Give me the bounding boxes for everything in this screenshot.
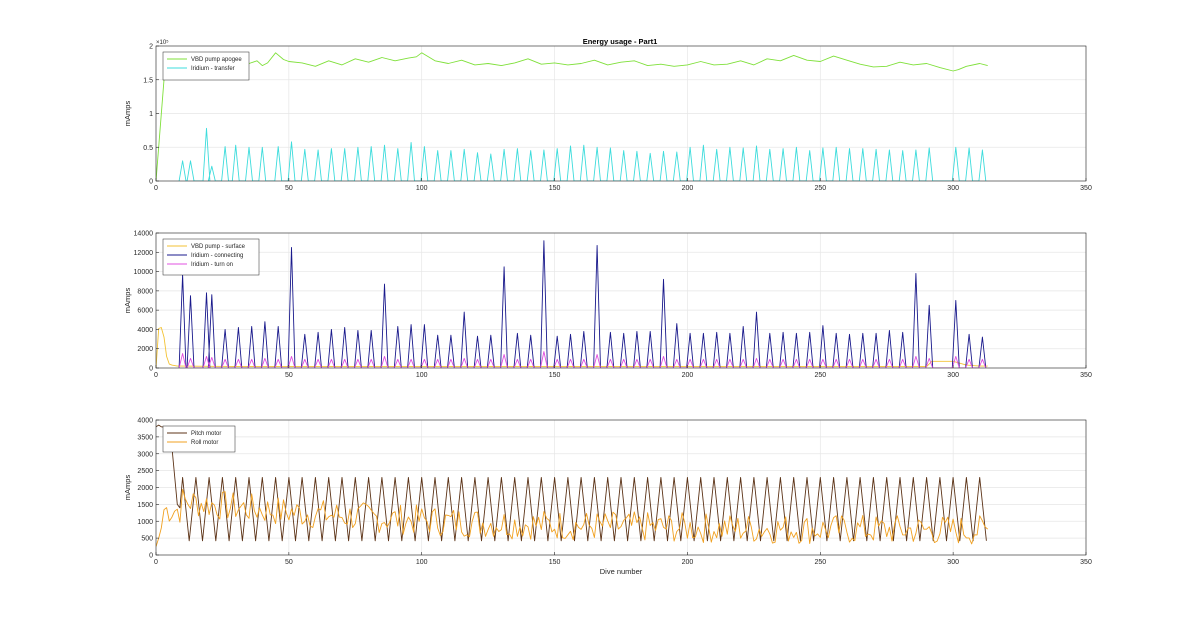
y-tick-label: 1 <box>149 111 153 118</box>
x-tick-label: 0 <box>154 372 158 379</box>
y-tick-label: 4000 <box>137 327 153 334</box>
series-line-iridium-connecting <box>178 240 987 368</box>
legend: VBD pump apogee Iridium - transfer <box>162 51 250 81</box>
series-line-iridium-turn-on <box>178 351 987 368</box>
y-tick-label: 2 <box>149 44 153 51</box>
legend-entry: Iridium - transfer <box>191 66 235 72</box>
x-tick-label: 350 <box>1080 559 1092 566</box>
y-tick-label: 1.5 <box>143 77 153 84</box>
y-tick-label: 0 <box>149 179 153 186</box>
legend-box <box>162 51 250 81</box>
legend-entry: Roll motor <box>191 440 218 446</box>
panel-surface-connecting: 0 50 100 150 200 250 300 350 0 2000 4000 6000 8000 10… <box>123 231 1092 380</box>
series-group <box>156 424 988 547</box>
x-tick-label: 150 <box>549 372 561 379</box>
legend-entry: VBD pump - surface <box>191 244 246 250</box>
y-tick-label: 4000 <box>137 418 153 425</box>
y-axis-label: mAmps <box>123 101 132 127</box>
x-tick-label: 200 <box>682 372 694 379</box>
x-tick-label: 150 <box>549 185 561 192</box>
y-tick-label: 0.5 <box>143 145 153 152</box>
y-tick-label: 12000 <box>134 250 154 257</box>
x-tick-label: 300 <box>947 372 959 379</box>
x-tick-label: 100 <box>416 559 428 566</box>
x-tick-label: 300 <box>947 185 959 192</box>
legend-entry: VBD pump apogee <box>191 57 242 63</box>
y-exponent-label: ×10⁵ <box>156 39 169 46</box>
y-axis-label: mAmps <box>123 288 132 314</box>
series-group <box>156 240 988 368</box>
legend-entry: Iridium - connecting <box>191 253 243 259</box>
x-tick-label: 100 <box>416 372 428 379</box>
x-tick-label: 50 <box>285 372 293 379</box>
legend: Pitch motor Roll motor <box>162 425 236 453</box>
x-tick-label: 200 <box>682 185 694 192</box>
y-tick-label: 1000 <box>137 519 153 526</box>
x-tick-label: 0 <box>154 559 158 566</box>
y-tick-label: 500 <box>141 536 153 543</box>
axes-box <box>155 232 1087 369</box>
series-line-iridium-transfer <box>178 127 987 181</box>
y-tick-label: 2500 <box>137 468 153 475</box>
x-tick-label: 150 <box>549 559 561 566</box>
y-tick-label: 1500 <box>137 502 153 509</box>
legend-entry: Pitch motor <box>191 431 221 437</box>
legend-box <box>162 238 260 276</box>
y-tick-label: 2000 <box>137 346 153 353</box>
y-tick-label: 10000 <box>134 269 154 276</box>
x-tick-label: 50 <box>285 185 293 192</box>
x-tick-label: 300 <box>947 559 959 566</box>
y-tick-label: 0 <box>149 366 153 373</box>
x-tick-label: 250 <box>814 185 826 192</box>
series-line-roll-motor <box>156 489 988 547</box>
y-tick-label: 3500 <box>137 434 153 441</box>
x-tick-label: 350 <box>1080 372 1092 379</box>
legend-box <box>162 425 236 453</box>
x-tick-label: 250 <box>814 372 826 379</box>
x-tick-label: 250 <box>814 559 826 566</box>
plot-area <box>156 233 1086 368</box>
y-tick-label: 6000 <box>137 308 153 315</box>
x-axis-label: Dive number <box>600 567 643 576</box>
y-tick-label: 0 <box>149 553 153 560</box>
panel-motors: 0 50 100 150 200 250 300 3500500100015002000250… <box>123 418 1092 577</box>
y-tick-label: 8000 <box>137 288 153 295</box>
panel-apogee-transfer: 0 50 100 150 200 250 300 350 0 0.5 1 1.5 2 mAmps VBD p… <box>123 37 1092 192</box>
y-tick-label: 3000 <box>137 451 153 458</box>
legend: VBD pump - surface Iridium - connecting Ir… <box>162 238 260 276</box>
y-tick-label: 2000 <box>137 485 153 492</box>
x-tick-label: 350 <box>1080 185 1092 192</box>
x-tick-label: 0 <box>154 185 158 192</box>
y-axis-label: mAmps <box>123 475 132 501</box>
chart-title: Energy usage - Part1 <box>583 37 658 46</box>
legend-entry: Iridium - turn on <box>191 262 233 268</box>
x-tick-label: 200 <box>682 559 694 566</box>
x-tick-label: 50 <box>285 559 293 566</box>
x-tick-label: 100 <box>416 185 428 192</box>
y-tick-label: 14000 <box>134 231 154 238</box>
